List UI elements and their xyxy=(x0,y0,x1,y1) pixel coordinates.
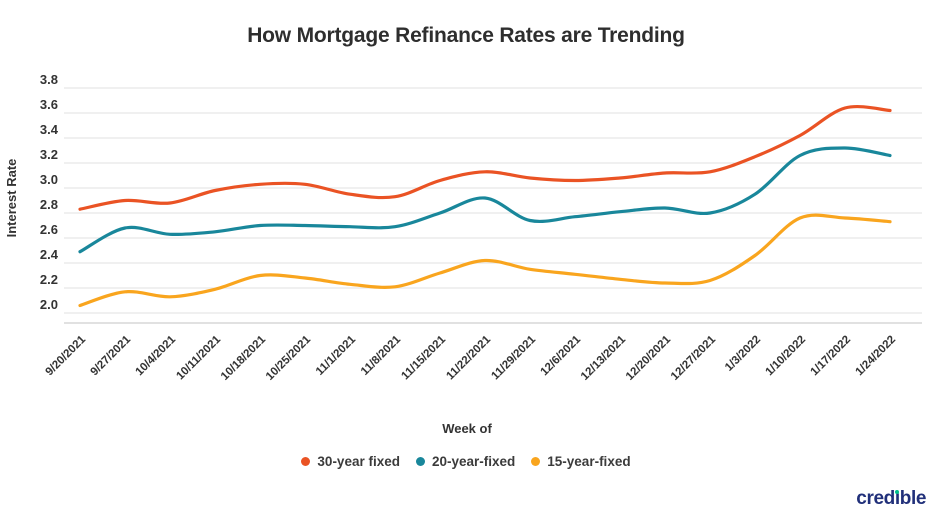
x-tick-label: 1/17/2022 xyxy=(808,334,853,379)
y-tick-label: 2.4 xyxy=(40,247,59,262)
series-line-15-year-fixed xyxy=(78,213,892,308)
x-tick-label: 1/24/2022 xyxy=(853,334,898,379)
legend-item: 20-year-fixed xyxy=(415,453,516,469)
y-tick-label: 2.6 xyxy=(40,222,58,237)
y-axis-title: Interest Rate xyxy=(4,159,19,238)
legend-item: 30-year fixed xyxy=(301,454,400,469)
y-tick-label: 3.2 xyxy=(40,147,58,162)
credible-logo: credıble xyxy=(856,488,926,510)
x-tick-label: 11/8/2021 xyxy=(359,333,404,378)
y-tick-label: 2.0 xyxy=(40,297,58,312)
y-tick-label: 3.0 xyxy=(40,172,58,187)
x-tick-label: 12/27/2021 xyxy=(669,333,719,383)
x-axis-title: Week of xyxy=(442,421,492,436)
x-tick-label: 10/25/2021 xyxy=(264,333,314,383)
x-tick-label: 12/6/2021 xyxy=(538,333,583,378)
chart-title: How Mortgage Refinance Rates are Trendin… xyxy=(247,24,685,47)
x-tick-label: 11/22/2021 xyxy=(444,333,493,382)
x-tick-label: 11/29/2021 xyxy=(489,333,538,382)
legend-marker-icon xyxy=(415,456,425,466)
y-tick-label: 2.2 xyxy=(40,272,58,287)
x-tick-label: 10/4/2021 xyxy=(133,333,178,378)
x-tick-label: 11/15/2021 xyxy=(399,333,448,382)
y-tick-label: 3.4 xyxy=(40,122,59,137)
x-tick-label: 1/3/2022 xyxy=(723,334,763,374)
chart-legend: 30-year fixed 20-year-fixed 15-year-fixed xyxy=(0,450,932,472)
y-tick-label: 3.6 xyxy=(40,97,58,112)
series-line-30-year-fixed xyxy=(78,104,892,211)
x-tick-label: 12/13/2021 xyxy=(579,333,629,383)
y-tick-label: 3.8 xyxy=(40,72,58,87)
legend-marker-icon xyxy=(531,456,541,466)
logo-text-pre: cred xyxy=(856,488,895,509)
logo-text-post: ble xyxy=(899,488,927,509)
x-tick-label: 10/18/2021 xyxy=(219,333,269,383)
legend-item: 15-year-fixed xyxy=(531,453,631,469)
x-tick-label: 9/27/2021 xyxy=(88,333,133,378)
x-tick-label: 1/10/2022 xyxy=(763,334,808,379)
series-line-20-year-fixed xyxy=(78,146,892,254)
logo-letter-i: ı xyxy=(894,488,900,509)
legend-label: 30-year fixed xyxy=(317,453,400,469)
legend-label: 15-year-fixed xyxy=(547,453,631,469)
legend-label: 20-year-fixed xyxy=(431,453,516,469)
x-tick-label: 12/20/2021 xyxy=(624,333,674,383)
x-tick-label: 9/20/2021 xyxy=(43,333,88,378)
y-tick-label: 2.8 xyxy=(40,197,58,212)
x-tick-label: 10/11/2021 xyxy=(174,333,223,382)
x-tick-label: 11/1/2021 xyxy=(314,333,359,378)
legend-marker-icon xyxy=(301,456,311,466)
